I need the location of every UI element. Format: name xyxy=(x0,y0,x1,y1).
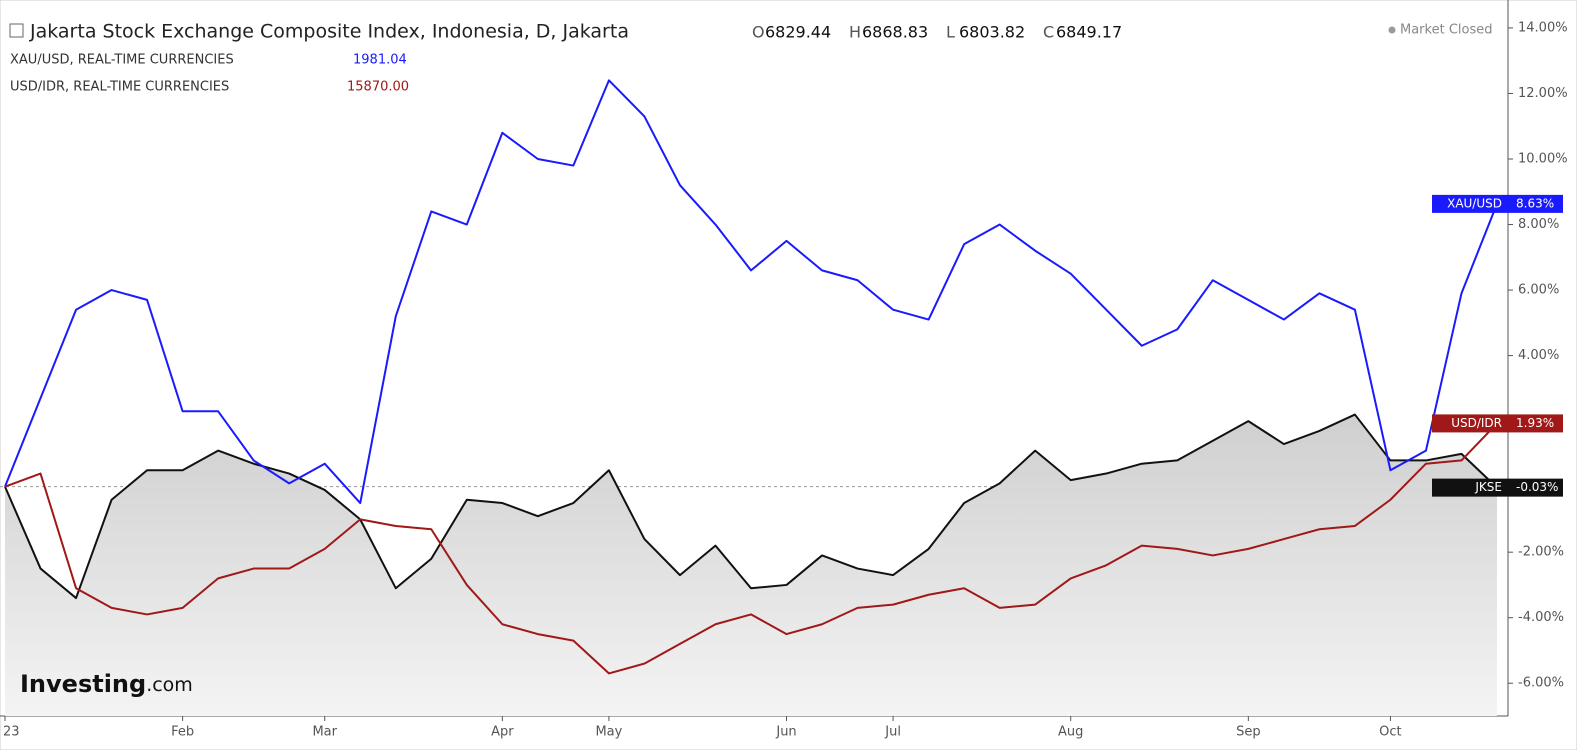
ohlc-label: C xyxy=(1043,23,1054,42)
legend-text: USD/IDR, REAL-TIME CURRENCIES xyxy=(10,80,229,95)
legend-price: 1981.04 xyxy=(353,53,407,68)
ohlc-label: H xyxy=(849,23,861,42)
badge-name: JKSE xyxy=(1474,480,1502,494)
y-tick-label: 14.00% xyxy=(1518,20,1568,35)
chart-title: Jakarta Stock Exchange Composite Index, … xyxy=(29,21,629,43)
ohlc-value: 6849.17 xyxy=(1056,23,1122,42)
x-tick-label: Jul xyxy=(884,725,901,740)
watermark-suffix: .com xyxy=(146,674,193,696)
badge-value: 8.63% xyxy=(1516,196,1554,210)
badge-value: 1.93% xyxy=(1516,416,1554,430)
collapse-icon xyxy=(9,23,24,38)
ohlc-label: L xyxy=(946,23,955,42)
x-tick-label: Sep xyxy=(1236,725,1261,740)
y-tick-label: 4.00% xyxy=(1518,348,1559,363)
badge-name: USD/IDR xyxy=(1451,416,1502,430)
series-line xyxy=(4,422,1498,675)
market-status: Market Closed xyxy=(1400,23,1493,38)
ohlc-label: O xyxy=(752,23,765,42)
watermark: Investing.com xyxy=(20,670,193,698)
badge-value: -0.03% xyxy=(1516,480,1558,494)
legend-text: XAU/USD, REAL-TIME CURRENCIES xyxy=(10,53,234,68)
y-tick-label: -4.00% xyxy=(1518,610,1564,625)
series-line xyxy=(4,413,1498,600)
area xyxy=(5,414,1497,716)
y-tick-label: 8.00% xyxy=(1518,217,1559,232)
end-badge xyxy=(1432,194,1563,213)
ohlc-value: 6829.44 xyxy=(765,23,831,42)
ohlc-value: 6803.82 xyxy=(959,23,1025,42)
legend-price: 15870.00 xyxy=(347,80,409,95)
x-tick-label: May xyxy=(595,725,622,740)
watermark-brand: Investing xyxy=(20,670,146,698)
y-tick-label: -2.00% xyxy=(1518,545,1564,560)
y-tick-label: 6.00% xyxy=(1518,283,1559,298)
x-tick-label: Aug xyxy=(1058,725,1083,740)
y-tick-label: 12.00% xyxy=(1518,86,1568,101)
end-badge xyxy=(1432,478,1563,497)
x-tick-label: Apr xyxy=(491,725,514,740)
status-dot xyxy=(1388,26,1396,34)
x-tick-label: Mar xyxy=(312,725,337,740)
x-tick-label: Oct xyxy=(1379,725,1401,740)
x-tick-label: Feb xyxy=(171,725,194,740)
x-tick-label: Jun xyxy=(775,725,796,740)
badge-name: XAU/USD xyxy=(1447,196,1502,210)
x-tick-label: 23 xyxy=(3,725,20,740)
series-line xyxy=(4,79,1498,505)
y-tick-label: 10.00% xyxy=(1518,151,1568,166)
ohlc-value: 6868.83 xyxy=(862,23,928,42)
end-badge xyxy=(1432,414,1563,433)
y-tick-label: -6.00% xyxy=(1518,676,1564,691)
